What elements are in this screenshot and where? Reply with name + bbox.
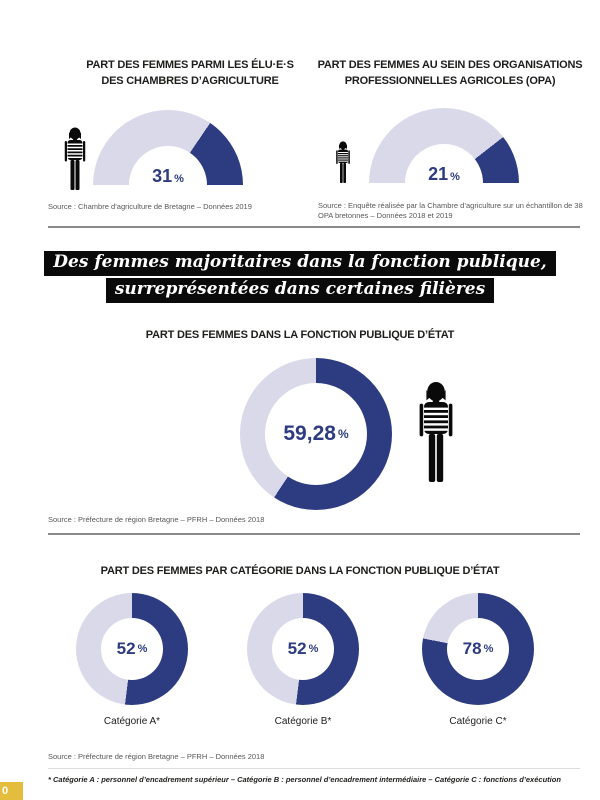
banner-line: Des femmes majoritaires dans la fonction… [44,251,556,276]
section-banner: Des femmes majoritaires dans la fonction… [0,251,600,303]
source-text: Source : Préfecture de région Bretagne –… [48,515,265,524]
page-number-tab: 0 [0,782,23,800]
woman-icon [419,382,453,482]
donut-value: 31% [152,166,184,186]
donut-value: 21% [428,164,460,184]
footnote-text: * Catégorie A : personnel d’encadrement … [48,775,561,784]
donut-value: 59,28% [283,422,349,445]
title-line: PART DES FEMMES AU SEIN DES ORGANISATION… [317,59,583,72]
category-label: Catégorie C* [449,716,507,727]
banner-line: surreprésentées dans certaines filières [105,278,495,303]
woman-icon [336,141,350,183]
footnote-divider [48,768,580,769]
half-donut-chart-elues: 31% [93,110,243,186]
source-text: Source : Préfecture de région Bretagne –… [48,752,265,761]
donut-hole [265,383,367,485]
source-text: Source : Chambre d’agriculture de Bretag… [48,202,252,211]
donut-hole [447,618,509,680]
title-line: DES CHAMBRES D’AGRICULTURE [101,75,279,88]
woman-icon [64,127,86,190]
donut-chart-categorie-b: 52% [247,593,359,705]
title-categories: PART DES FEMMES PAR CATÉGORIE DANS LA FO… [100,565,500,578]
section-divider [48,533,580,535]
title-chambres-agriculture: PART DES FEMMES PARMI LES ÉLU·E·S DES CH… [40,57,340,89]
category-label: Catégorie A* [103,716,161,727]
donut-hole [272,618,334,680]
donut-value: 52% [116,639,148,658]
title-opa: PART DES FEMMES AU SEIN DES ORGANISATION… [300,57,600,89]
title-fonction-publique: PART DES FEMMES DANS LA FONCTION PUBLIQU… [145,329,455,342]
source-text: Source : Enquête réalisée par la Chambre… [318,201,583,220]
section-divider [48,226,580,228]
donut-chart-categorie-c: 78% [422,593,534,705]
donut-chart-categorie-a: 52% [76,593,188,705]
donut-chart-fonction-publique: 59,28% [240,358,392,510]
category-label: Catégorie B* [274,716,332,727]
donut-value: 52% [287,639,319,658]
donut-value: 78% [462,639,494,658]
half-donut-chart-opa: 21% [369,108,519,184]
title-line: PROFESSIONNELLES AGRICOLES (OPA) [344,75,556,88]
donut-hole [101,618,163,680]
title-line: PART DES FEMMES PARMI LES ÉLU·E·S [86,59,294,72]
